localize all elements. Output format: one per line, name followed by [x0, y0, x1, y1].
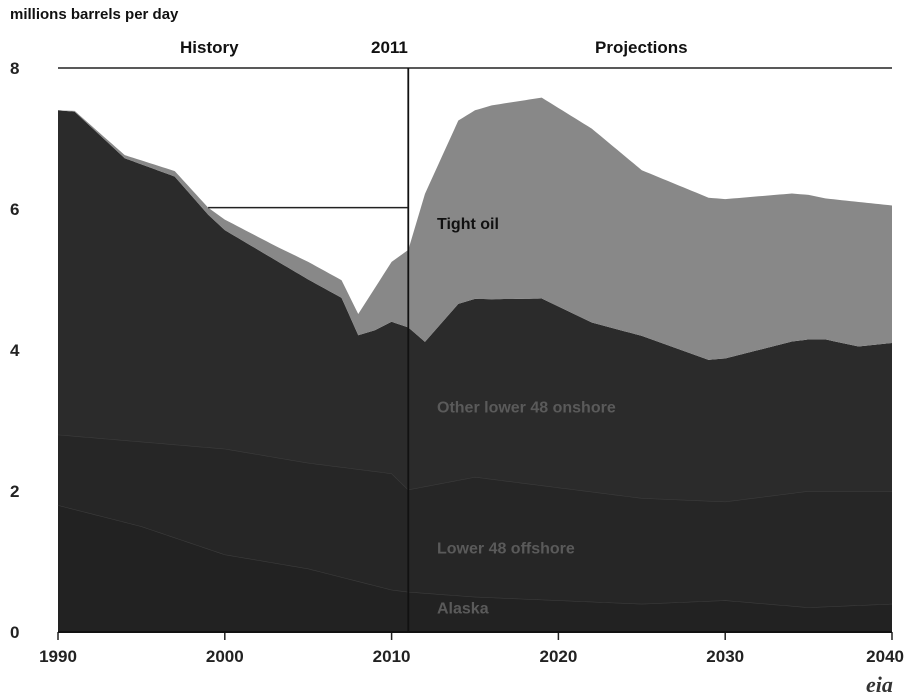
series-labels: Alaska Lower 48 offshore Other lower 48 on…: [437, 216, 616, 617]
y-tick-label: 2: [10, 482, 19, 501]
y-tick-label: 6: [10, 200, 19, 219]
x-tick-label: 2010: [373, 647, 411, 666]
area-other-lower-48-onshore: [58, 110, 892, 502]
series-label-lower-48-offshore: Lower 48 offshore: [437, 540, 575, 557]
series-label-other-lower-48-onshore: Other lower 48 onshore: [437, 399, 616, 416]
area-alaska: [58, 505, 892, 632]
x-tick-label: 2020: [539, 647, 577, 666]
y-axis-ticks: 0 2 4 6 8: [10, 59, 20, 642]
projections-label: Projections: [595, 38, 688, 57]
area-layers: [57, 97, 893, 632]
x-axis-ticks: 1990 2000 2010 2020 2030 2040: [39, 632, 904, 666]
x-tick-label: 1990: [39, 647, 77, 666]
overlay-lines: [58, 67, 892, 633]
x-tick-label: 2040: [866, 647, 904, 666]
series-label-tight-oil: Tight oil: [437, 216, 499, 233]
history-label: History: [180, 38, 239, 57]
divider-year-label: 2011: [371, 38, 408, 57]
x-tick-label: 2030: [706, 647, 744, 666]
area-lower-48-offshore: [58, 434, 892, 608]
y-tick-label: 8: [10, 59, 19, 78]
eia-logo: eia: [866, 672, 893, 697]
y-tick-label: 4: [10, 341, 20, 360]
area-tight-oil: [58, 97, 892, 360]
y-tick-label: 0: [10, 623, 19, 642]
x-tick-label: 2000: [206, 647, 244, 666]
y-axis-unit-label: millions barrels per day: [10, 6, 179, 23]
series-label-alaska: Alaska: [437, 600, 489, 617]
